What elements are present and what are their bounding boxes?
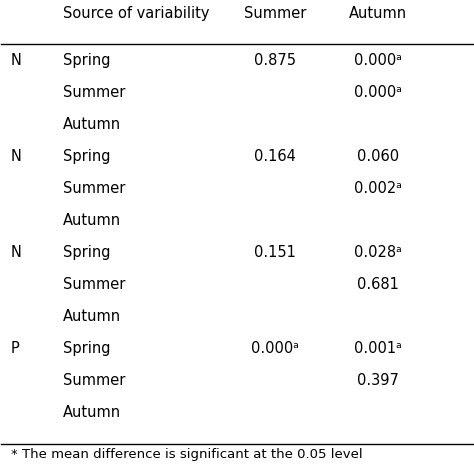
Text: 0.060: 0.060 [357,149,400,164]
Text: Source of variability: Source of variability [63,6,209,21]
Text: P: P [11,341,19,356]
Text: 0.001ᵃ: 0.001ᵃ [355,341,402,356]
Text: Summer: Summer [244,6,306,21]
Text: * The mean difference is significant at the 0.05 level: * The mean difference is significant at … [11,448,363,461]
Text: 0.028ᵃ: 0.028ᵃ [355,245,402,260]
Text: Spring: Spring [63,53,110,68]
Text: N: N [11,53,22,68]
Text: Summer: Summer [63,374,125,388]
Text: 0.002ᵃ: 0.002ᵃ [355,181,402,196]
Text: Spring: Spring [63,149,110,164]
Text: N: N [11,245,22,260]
Text: 0.397: 0.397 [357,374,399,388]
Text: Autumn: Autumn [63,405,121,420]
Text: Summer: Summer [63,85,125,100]
Text: 0.164: 0.164 [254,149,296,164]
Text: Summer: Summer [63,277,125,292]
Text: 0.151: 0.151 [254,245,296,260]
Text: 0.000ᵃ: 0.000ᵃ [355,85,402,100]
Text: Spring: Spring [63,341,110,356]
Text: Autumn: Autumn [63,213,121,228]
Text: 0.000ᵃ: 0.000ᵃ [251,341,299,356]
Text: 0.875: 0.875 [254,53,296,68]
Text: N: N [11,149,22,164]
Text: 0.681: 0.681 [357,277,399,292]
Text: Autumn: Autumn [349,6,408,21]
Text: Summer: Summer [63,181,125,196]
Text: 0.000ᵃ: 0.000ᵃ [355,53,402,68]
Text: Autumn: Autumn [63,309,121,324]
Text: Autumn: Autumn [63,117,121,132]
Text: Spring: Spring [63,245,110,260]
